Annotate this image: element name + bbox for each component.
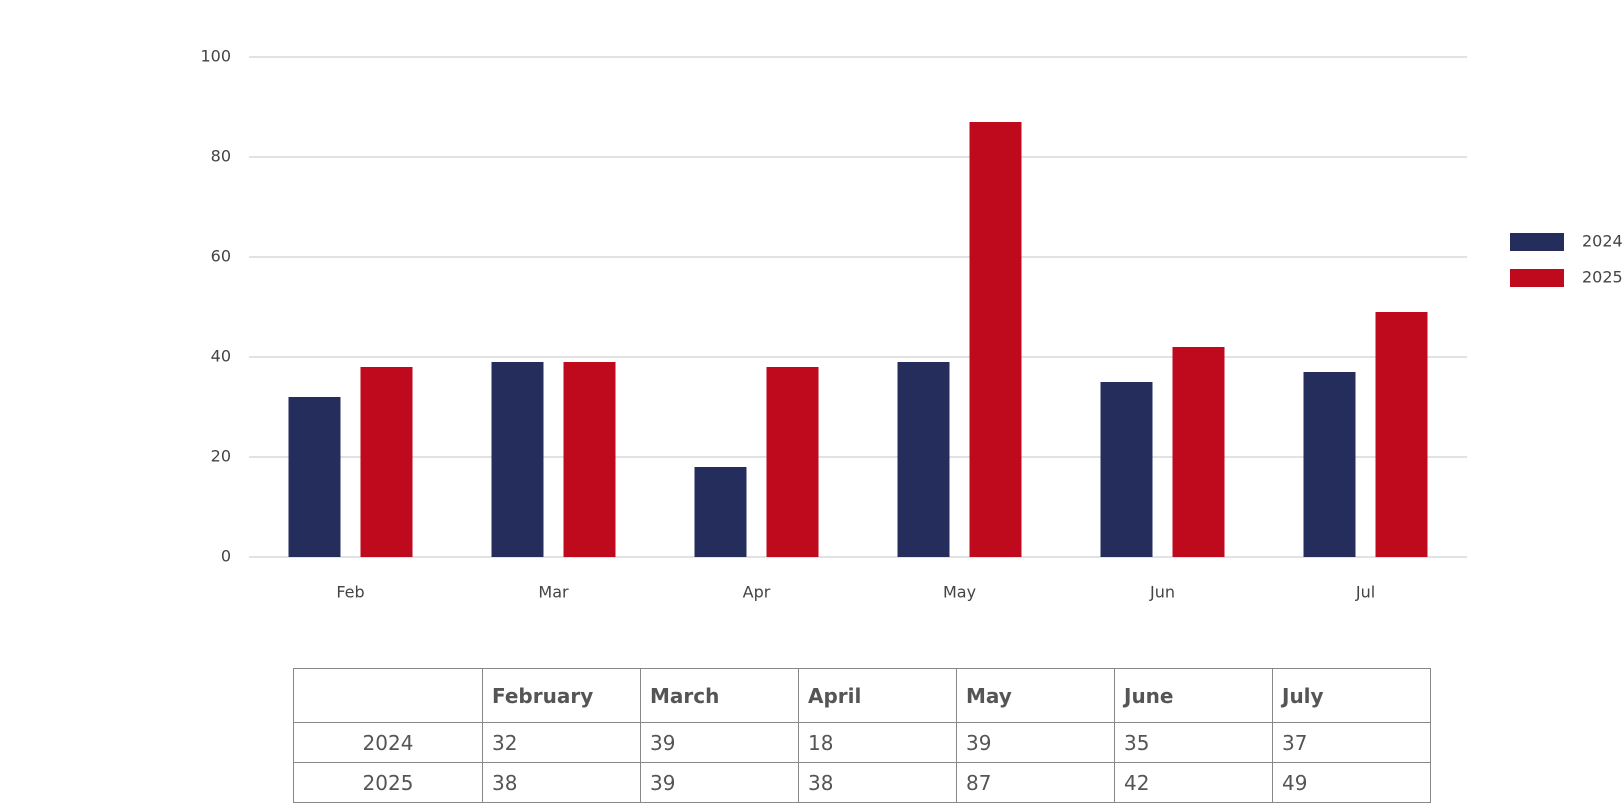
- table-cell: 49: [1272, 762, 1431, 803]
- column-header: February: [482, 668, 641, 723]
- y-tick-label: 40: [211, 347, 231, 366]
- row-header: 2025: [293, 762, 483, 803]
- data-table: February March April May June July 2024 32 39 18 3…: [293, 668, 1431, 803]
- column-header: April: [798, 668, 957, 723]
- bar: [694, 467, 747, 557]
- bar: [969, 122, 1022, 557]
- table-cell: 18: [798, 722, 957, 763]
- legend-label: 2025: [1582, 268, 1623, 287]
- legend-swatch: [1510, 269, 1564, 287]
- bar: [1303, 372, 1356, 557]
- row-header: 2024: [293, 722, 483, 763]
- column-header: May: [956, 668, 1115, 723]
- corner-cell: [293, 668, 483, 723]
- x-tick-label: May: [943, 583, 976, 602]
- bar: [766, 367, 819, 557]
- table-cell: 42: [1114, 762, 1273, 803]
- x-tick-label: Jun: [1149, 583, 1175, 602]
- y-tick-label: 80: [211, 147, 231, 166]
- y-tick-label: 100: [200, 47, 231, 66]
- bar: [897, 362, 950, 557]
- bar: [288, 397, 341, 557]
- table-cell: 39: [956, 722, 1115, 763]
- table-cell: 32: [482, 722, 641, 763]
- table-cell: 39: [640, 762, 799, 803]
- table-cell: 87: [956, 762, 1115, 803]
- x-tick-label: Feb: [336, 583, 364, 602]
- table-row: 2024 32 39 18 39 35 37: [293, 722, 1431, 763]
- legend-swatch: [1510, 233, 1564, 251]
- bar: [1100, 382, 1153, 557]
- table-cell: 37: [1272, 722, 1431, 763]
- table-cell: 38: [798, 762, 957, 803]
- column-header: July: [1272, 668, 1431, 723]
- table-row: 2025 38 39 38 87 42 49: [293, 762, 1431, 803]
- column-header: June: [1114, 668, 1273, 723]
- header-row: February March April May June July: [293, 668, 1431, 723]
- table-cell: 39: [640, 722, 799, 763]
- y-tick-label: 20: [211, 447, 231, 466]
- column-header: March: [640, 668, 799, 723]
- legend-label: 2024: [1582, 232, 1623, 251]
- bar: [563, 362, 616, 557]
- bar: [360, 367, 413, 557]
- y-tick-label: 0: [221, 547, 231, 566]
- y-tick-label: 60: [211, 247, 231, 266]
- chart: 0 20 40 60 80 100 Feb Mar Apr May Jun Jul 2024 2025: [200, 47, 1623, 602]
- table-cell: 38: [482, 762, 641, 803]
- table-cell: 35: [1114, 722, 1273, 763]
- x-tick-label: Mar: [538, 583, 569, 602]
- bar: [1375, 312, 1428, 557]
- x-tick-label: Jul: [1355, 583, 1375, 602]
- bar: [1172, 347, 1225, 557]
- x-tick-label: Apr: [743, 583, 771, 602]
- bar: [491, 362, 544, 557]
